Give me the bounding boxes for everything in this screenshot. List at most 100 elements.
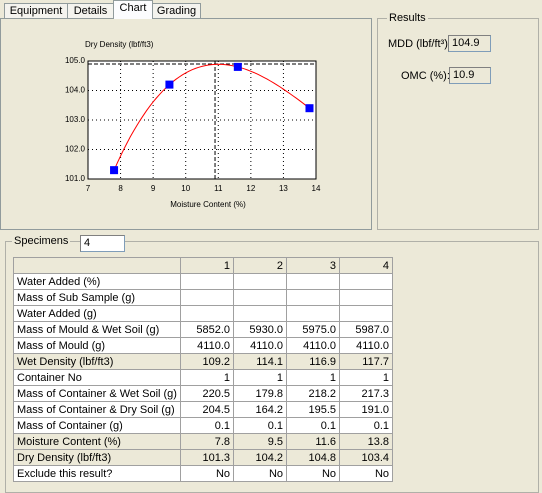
cell: 101.3	[180, 449, 234, 466]
column-header: 2	[233, 257, 287, 274]
column-header: 1	[180, 257, 234, 274]
row-label: Moisture Content (%)	[13, 433, 181, 450]
row: Water Added (g)	[13, 305, 393, 322]
x-tick-label: 11	[214, 184, 223, 193]
cell	[180, 289, 234, 306]
y-tick-label: 103.0	[65, 115, 86, 124]
x-tick-label: 7	[86, 184, 91, 193]
cell: 1	[233, 369, 287, 386]
y-tick-label: 104.0	[65, 86, 86, 95]
row: Mass of Container & Dry Soil (g) 204.5 164…	[13, 401, 393, 418]
cell: 104.8	[286, 449, 340, 466]
row-label: Mass of Mould & Wet Soil (g)	[13, 321, 181, 338]
column-header: 4	[339, 257, 393, 274]
cell	[339, 289, 393, 306]
point	[233, 62, 242, 71]
cell: 7.8	[180, 433, 234, 450]
x-tick-label: 13	[279, 184, 288, 193]
cell: 109.2	[180, 353, 234, 370]
cell: 5987.0	[339, 321, 393, 338]
cell: 0.1	[339, 417, 393, 434]
row: Exclude this result? No No No No	[13, 465, 393, 482]
row: Water Added (%)	[13, 273, 393, 290]
cell	[286, 289, 340, 306]
row: Mass of Mould (g) 4110.0 4110.0 4110.0 4110.…	[13, 337, 393, 354]
cell	[180, 273, 234, 290]
cell: 11.6	[286, 433, 340, 450]
cell: 164.2	[233, 401, 287, 418]
row-label: Water Added (g)	[13, 305, 181, 322]
mdd-field: 104.9	[448, 35, 491, 52]
cell: 204.5	[180, 401, 234, 418]
cell: 1	[286, 369, 340, 386]
cell: 114.1	[233, 353, 287, 370]
row-label: Water Added (%)	[13, 273, 181, 290]
row-label: Container No	[13, 369, 181, 386]
cell: 220.5	[180, 385, 234, 402]
cell: No	[286, 465, 340, 482]
cell: 4110.0	[180, 337, 234, 354]
cell: 117.7	[339, 353, 393, 370]
x-tick-label: 14	[312, 184, 321, 193]
cell: 4110.0	[286, 337, 340, 354]
cell: 5930.0	[233, 321, 287, 338]
corner-cell	[13, 257, 181, 274]
row-label: Mass of Mould (g)	[13, 337, 181, 354]
x-tick-label: 9	[151, 184, 156, 193]
cell	[286, 273, 340, 290]
group-title: Specimens	[12, 235, 71, 247]
fit-curve	[113, 63, 310, 171]
cell	[339, 273, 393, 290]
cell: 0.1	[233, 417, 287, 434]
y-tick-label: 101.0	[65, 174, 86, 183]
chart: Dry Density (lbf/ft3) Moisture Content (…	[65, 40, 321, 209]
x-tick-label: 8	[118, 184, 123, 193]
cell: 13.8	[339, 433, 393, 450]
cell: 0.1	[180, 417, 234, 434]
row-label: Mass of Container & Wet Soil (g)	[13, 385, 181, 402]
cell: 179.8	[233, 385, 287, 402]
y-tick-label: 102.0	[65, 145, 86, 154]
cell: No	[180, 465, 234, 482]
cell	[233, 289, 287, 306]
cell: 5975.0	[286, 321, 340, 338]
row: Dry Density (lbf/ft3) 101.3 104.2 104.8 103.…	[13, 449, 393, 466]
tab[interactable]: Equipment	[4, 3, 68, 19]
cell: 104.2	[233, 449, 287, 466]
row: Wet Density (lbf/ft3) 109.2 114.1 116.9 117.…	[13, 353, 393, 370]
y-axis-label: Dry Density (lbf/ft3)	[85, 40, 154, 49]
point	[165, 80, 174, 89]
row: Mass of Mould & Wet Soil (g) 5852.0 5930.0…	[13, 321, 393, 338]
tab[interactable]: Details	[67, 3, 114, 19]
cell: 1	[180, 369, 234, 386]
cell: No	[339, 465, 393, 482]
point	[110, 166, 119, 175]
cell	[339, 305, 393, 322]
cell: 4110.0	[233, 337, 287, 354]
y-tick-label: 105.0	[65, 56, 86, 65]
row-label: Mass of Container & Dry Soil (g)	[13, 401, 181, 418]
column-header: 3	[286, 257, 340, 274]
cell	[233, 273, 287, 290]
group-title: Results	[387, 12, 428, 24]
cell: 5852.0	[180, 321, 234, 338]
omc-field: 10.9	[449, 67, 491, 84]
specimens-table: 1 2 3 4 Water Added (%) Mass of Sub Sample (g…	[13, 257, 393, 482]
point	[305, 104, 314, 113]
row-label: Wet Density (lbf/ft3)	[13, 353, 181, 370]
cell: 9.5	[233, 433, 287, 450]
x-tick-label: 10	[181, 184, 190, 193]
cell	[233, 305, 287, 322]
cell: 0.1	[286, 417, 340, 434]
cell: 191.0	[339, 401, 393, 418]
specimen-count-input[interactable]: 4	[80, 235, 125, 252]
field-label: MDD (lbf/ft³):	[388, 38, 451, 50]
cell: 116.9	[286, 353, 340, 370]
cell: 217.3	[339, 385, 393, 402]
tab[interactable]: Chart	[113, 0, 153, 19]
cell: 1	[339, 369, 393, 386]
cell: 218.2	[286, 385, 340, 402]
row-label: Dry Density (lbf/ft3)	[13, 449, 181, 466]
row: Mass of Sub Sample (g)	[13, 289, 393, 306]
